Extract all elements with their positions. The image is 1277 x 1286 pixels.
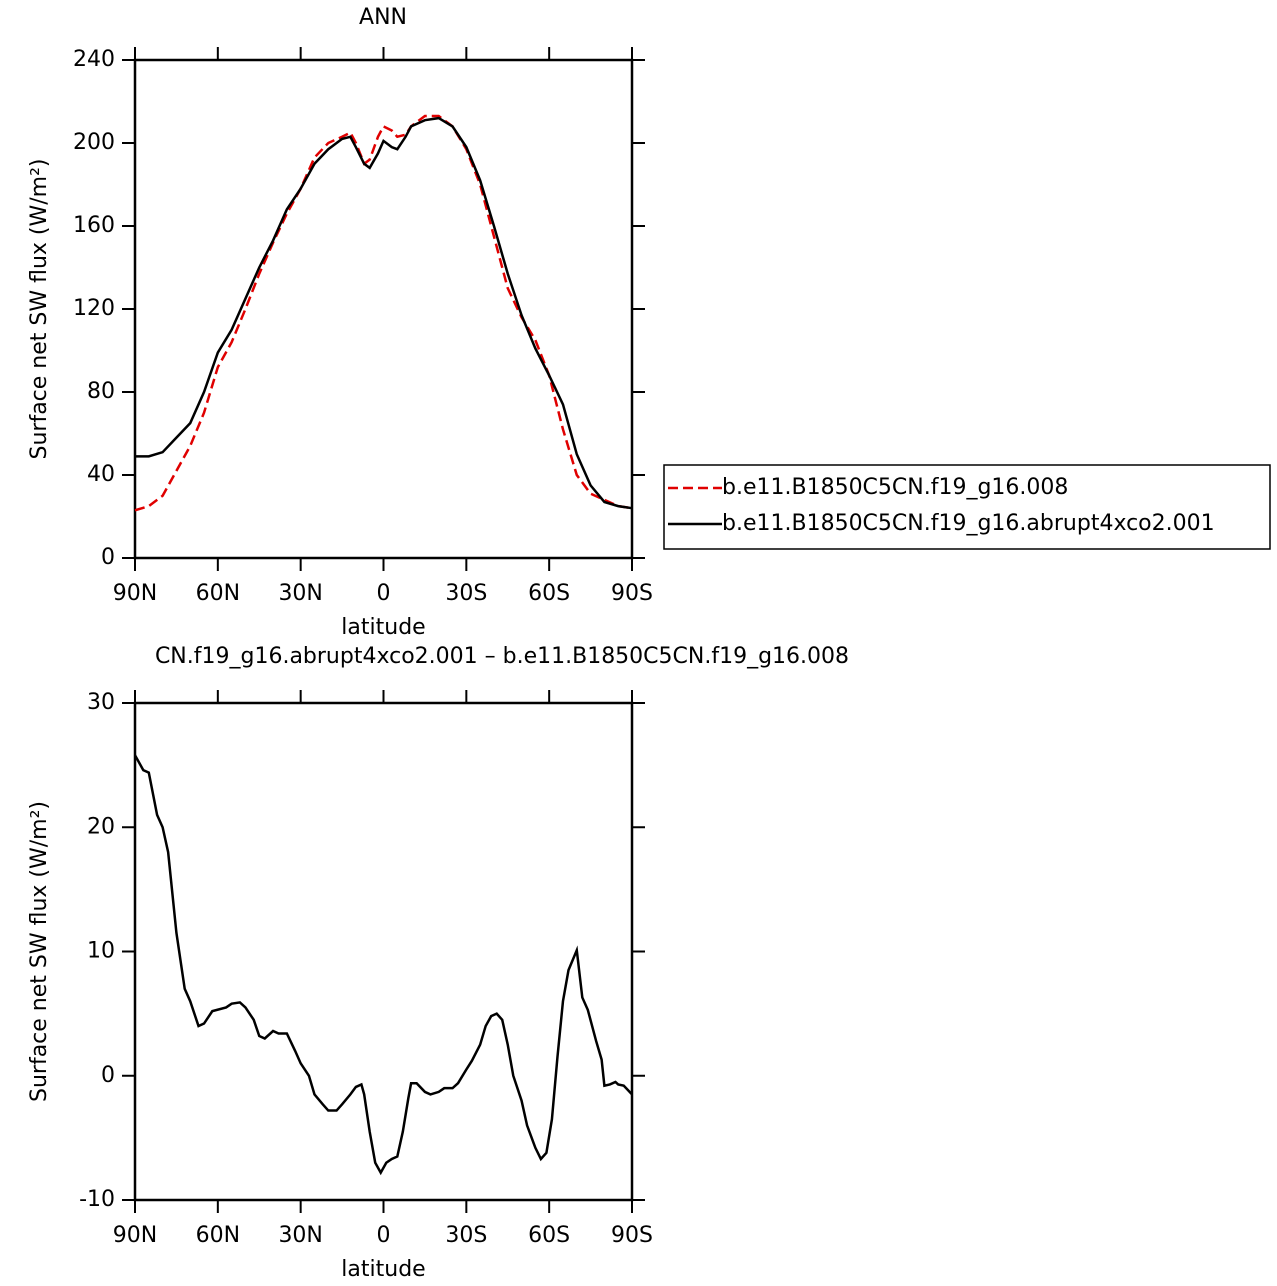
x-tick-label: 60N — [196, 1223, 240, 1248]
x-tick-label: 60N — [196, 581, 240, 606]
x-tick-label: 60S — [528, 1223, 570, 1248]
legend-box — [663, 464, 1271, 550]
x-tick-label: 90N — [113, 1223, 157, 1248]
y-tick-label: 10 — [87, 939, 115, 964]
y-tick-label: 40 — [87, 462, 115, 487]
x-tick-label: 90S — [611, 1223, 653, 1248]
x-tick-label: 0 — [377, 1223, 391, 1248]
x-tick-label: 90N — [113, 581, 157, 606]
plot-frame — [133, 701, 634, 1202]
data-line — [135, 116, 633, 510]
y-tick-label: 240 — [73, 47, 115, 72]
data-line — [133, 754, 633, 1176]
y-tick-label: 30 — [87, 690, 115, 715]
y-tick-label: 0 — [101, 1063, 115, 1088]
data-line — [134, 114, 633, 512]
y-axis-label: Surface net SW flux (W/m²) — [27, 158, 52, 459]
y-tick-label: 80 — [87, 379, 115, 404]
y-tick-label: 20 — [87, 814, 115, 839]
x-tick-label: 30N — [278, 581, 322, 606]
chart-title: CN.f19_g16.abrupt4xco2.001 – b.e11.B1850… — [155, 644, 849, 669]
x-tick-label: 30S — [445, 581, 487, 606]
legend-label: b.e11.B1850C5CN.f19_g16.abrupt4xco2.001 — [722, 511, 1215, 536]
x-tick-label: 60S — [528, 581, 570, 606]
y-axis-label: Surface net SW flux (W/m²) — [27, 801, 52, 1102]
x-axis-label: latitude — [341, 1257, 425, 1282]
x-tick-label: 30S — [445, 1223, 487, 1248]
y-tick-label: 160 — [73, 213, 115, 238]
x-axis-label: latitude — [341, 615, 425, 640]
y-tick-label: 0 — [101, 545, 115, 570]
x-tick-label: 90S — [611, 581, 653, 606]
chart-title: ANN — [359, 5, 407, 30]
x-tick-label: 30N — [278, 1223, 322, 1248]
plot-frame — [133, 58, 634, 560]
x-tick-label: 0 — [377, 581, 391, 606]
legend-label: b.e11.B1850C5CN.f19_g16.008 — [722, 475, 1068, 500]
y-tick-label: -10 — [79, 1187, 115, 1212]
y-tick-label: 120 — [73, 296, 115, 321]
y-tick-label: 200 — [73, 130, 115, 155]
